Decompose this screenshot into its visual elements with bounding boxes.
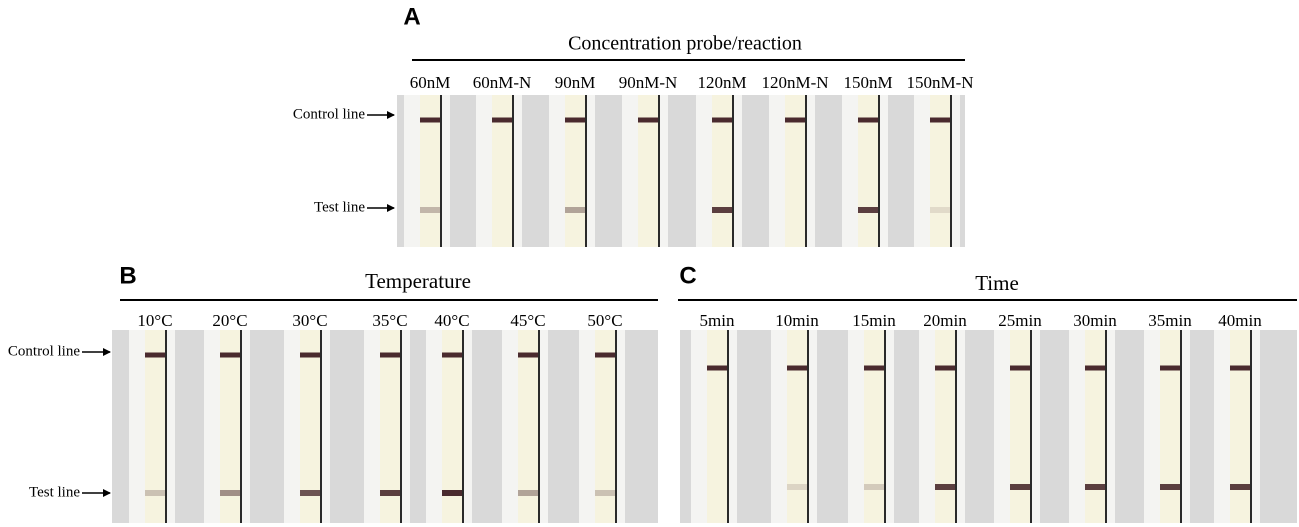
lane-label: 150nM	[843, 73, 892, 92]
test-band	[442, 490, 462, 496]
test-band	[420, 207, 440, 213]
panel-letter: B	[119, 262, 136, 289]
test-band	[1085, 484, 1105, 490]
strip-window	[930, 95, 950, 247]
control-band	[1160, 365, 1180, 371]
control-band	[787, 365, 807, 371]
lane-label: 40°C	[434, 311, 469, 330]
strip-window	[935, 330, 955, 523]
control-band	[712, 117, 732, 123]
strip-window	[492, 95, 512, 247]
control-band	[935, 365, 955, 371]
control-line-label: Control line	[293, 106, 365, 122]
lane-label: 150nM-N	[906, 73, 973, 92]
lane-label: 15min	[852, 311, 896, 330]
control-band	[518, 352, 538, 358]
test-band	[565, 207, 585, 213]
test-band	[864, 484, 884, 490]
control-band	[638, 117, 658, 123]
lane-label: 90nM	[555, 73, 596, 92]
test-band	[1230, 484, 1250, 490]
strip-window	[518, 330, 538, 523]
panel-title: Temperature	[365, 269, 471, 293]
panel-letter: A	[403, 3, 420, 30]
control-band	[220, 352, 240, 358]
lane-label: 40min	[1218, 311, 1262, 330]
strip-window	[638, 95, 658, 247]
strip-window	[787, 330, 807, 523]
lane-label: 20°C	[212, 311, 247, 330]
strip-window	[420, 95, 440, 247]
strip-window	[1160, 330, 1180, 523]
strip-window	[1010, 330, 1030, 523]
control-band	[1085, 365, 1105, 371]
test-band	[595, 490, 615, 496]
control-band	[565, 117, 585, 123]
lane-label: 60nM	[410, 73, 451, 92]
strip-window	[1230, 330, 1250, 523]
strip-window	[707, 330, 727, 523]
strip-window	[1085, 330, 1105, 523]
control-band	[864, 365, 884, 371]
test-band	[518, 490, 538, 496]
strip-window	[565, 95, 585, 247]
panel-letter: C	[679, 262, 696, 289]
panel-title: Concentration probe/reaction	[568, 33, 802, 55]
test-band	[930, 207, 950, 213]
strip-window	[864, 330, 884, 523]
lane-label: 120nM	[697, 73, 746, 92]
control-band	[380, 352, 400, 358]
lane-label: 50°C	[587, 311, 622, 330]
control-band	[707, 365, 727, 371]
control-band	[420, 117, 440, 123]
lane-label: 120nM-N	[761, 73, 828, 92]
control-band	[442, 352, 462, 358]
test-band	[787, 484, 807, 490]
control-band	[1230, 365, 1250, 371]
strip-window	[442, 330, 462, 523]
test-line-label: Test line	[29, 484, 80, 500]
control-band	[595, 352, 615, 358]
control-band	[492, 117, 512, 123]
control-band	[930, 117, 950, 123]
test-band	[300, 490, 320, 496]
lane-label: 35min	[1148, 311, 1192, 330]
strip-window	[220, 330, 240, 523]
test-band	[858, 207, 878, 213]
control-line-label: Control line	[8, 343, 80, 359]
test-band	[712, 207, 732, 213]
lane-label: 30°C	[292, 311, 327, 330]
test-band	[145, 490, 165, 496]
strip-window	[595, 330, 615, 523]
lane-label: 20min	[923, 311, 967, 330]
lane-label: 35°C	[372, 311, 407, 330]
strip-window	[380, 330, 400, 523]
test-band	[1160, 484, 1180, 490]
control-band	[785, 117, 805, 123]
control-band	[1010, 365, 1030, 371]
panel-title: Time	[975, 271, 1019, 295]
lane-label: 10°C	[137, 311, 172, 330]
lane-label: 45°C	[510, 311, 545, 330]
test-band	[220, 490, 240, 496]
test-band	[935, 484, 955, 490]
lane-label: 90nM-N	[619, 73, 678, 92]
lane-label: 60nM-N	[473, 73, 532, 92]
strip-window	[145, 330, 165, 523]
strip-window	[785, 95, 805, 247]
control-band	[300, 352, 320, 358]
control-band	[858, 117, 878, 123]
test-band	[1010, 484, 1030, 490]
lane-label: 5min	[700, 311, 735, 330]
test-line-label: Test line	[314, 199, 365, 215]
test-band	[380, 490, 400, 496]
lane-label: 25min	[998, 311, 1042, 330]
control-band	[145, 352, 165, 358]
lane-label: 10min	[775, 311, 819, 330]
strip-window	[300, 330, 320, 523]
lane-label: 30min	[1073, 311, 1117, 330]
